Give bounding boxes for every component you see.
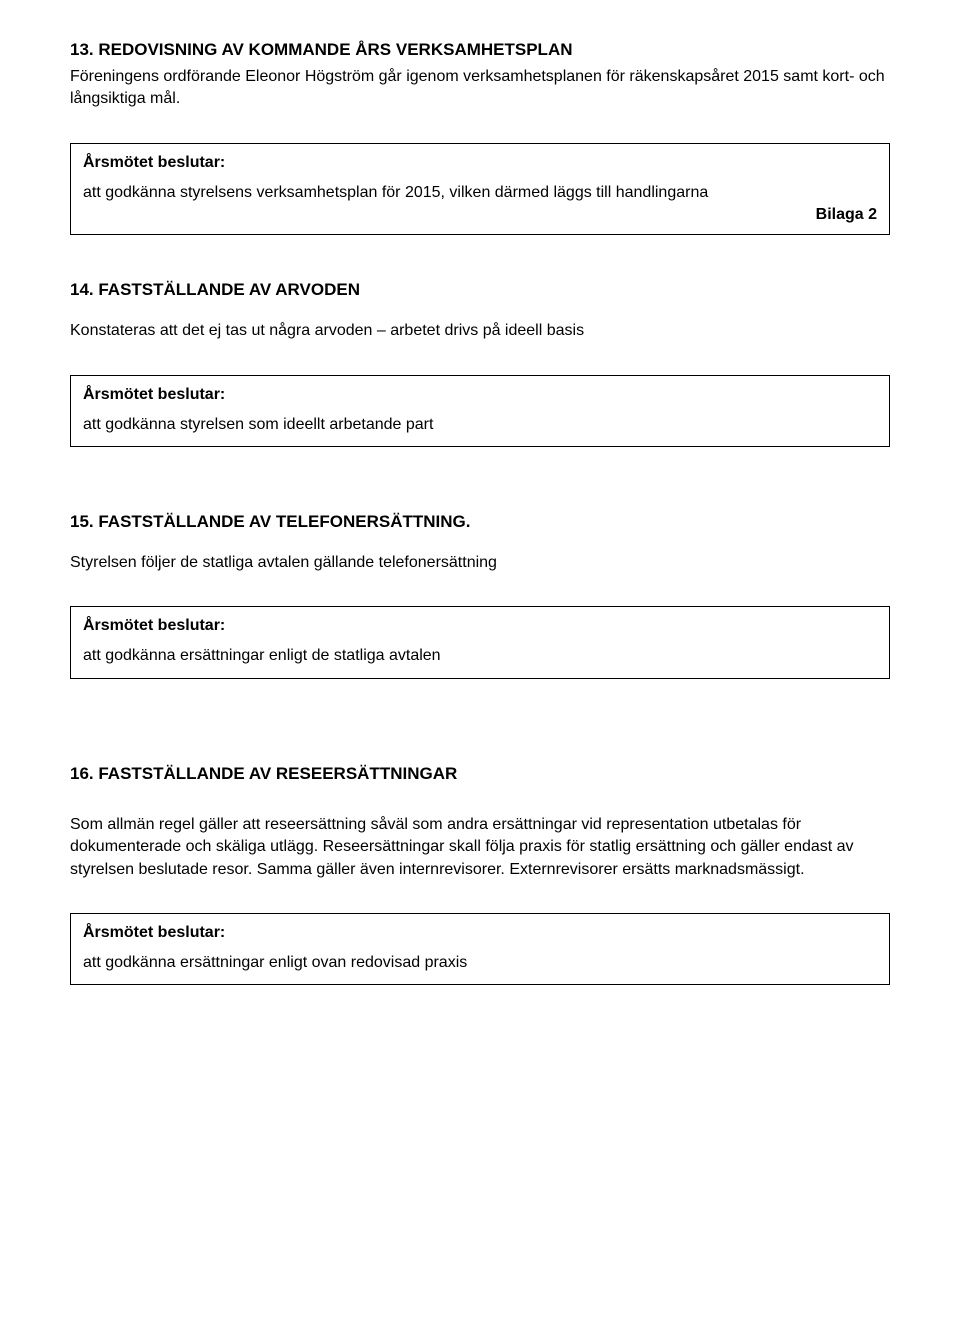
section-15-decision-header: Årsmötet beslutar: (83, 617, 877, 635)
section-14: 14. FASTSTÄLLANDE AV ARVODEN Konstateras… (70, 280, 890, 447)
section-14-decision-text: att godkänna styrelsen som ideellt arbet… (83, 414, 877, 436)
section-13-bilaga: Bilaga 2 (83, 206, 877, 224)
section-13-decision-text: att godkänna styrelsens verksamhetsplan … (83, 182, 877, 204)
section-15-heading: 15. FASTSTÄLLANDE AV TELEFONERSÄTTNING. (70, 512, 890, 532)
section-14-decision-header: Årsmötet beslutar: (83, 386, 877, 404)
section-15: 15. FASTSTÄLLANDE AV TELEFONERSÄTTNING. … (70, 512, 890, 679)
section-14-decision-box: Årsmötet beslutar: att godkänna styrelse… (70, 375, 890, 447)
section-15-decision-box: Årsmötet beslutar: att godkänna ersättni… (70, 606, 890, 678)
section-16-decision-box: Årsmötet beslutar: att godkänna ersättni… (70, 913, 890, 985)
section-13-body: Föreningens ordförande Eleonor Högström … (70, 66, 890, 111)
section-14-body: Konstateras att det ej tas ut några arvo… (70, 320, 890, 342)
section-13-decision-header: Årsmötet beslutar: (83, 154, 877, 172)
section-16-body: Som allmän regel gäller att reseersättni… (70, 814, 890, 881)
section-13-heading: 13. REDOVISNING AV KOMMANDE ÅRS VERKSAMH… (70, 40, 890, 60)
section-15-body: Styrelsen följer de statliga avtalen gäl… (70, 552, 890, 574)
section-13: 13. REDOVISNING AV KOMMANDE ÅRS VERKSAMH… (70, 40, 890, 235)
section-16-decision-header: Årsmötet beslutar: (83, 924, 877, 942)
section-16-decision-text: att godkänna ersättningar enligt ovan re… (83, 952, 877, 974)
section-14-heading: 14. FASTSTÄLLANDE AV ARVODEN (70, 280, 890, 300)
section-16-heading: 16. FASTSTÄLLANDE AV RESEERSÄTTNINGAR (70, 764, 890, 784)
section-13-decision-box: Årsmötet beslutar: att godkänna styrelse… (70, 143, 890, 235)
section-15-decision-text: att godkänna ersättningar enligt de stat… (83, 645, 877, 667)
section-16: 16. FASTSTÄLLANDE AV RESEERSÄTTNINGAR So… (70, 764, 890, 986)
